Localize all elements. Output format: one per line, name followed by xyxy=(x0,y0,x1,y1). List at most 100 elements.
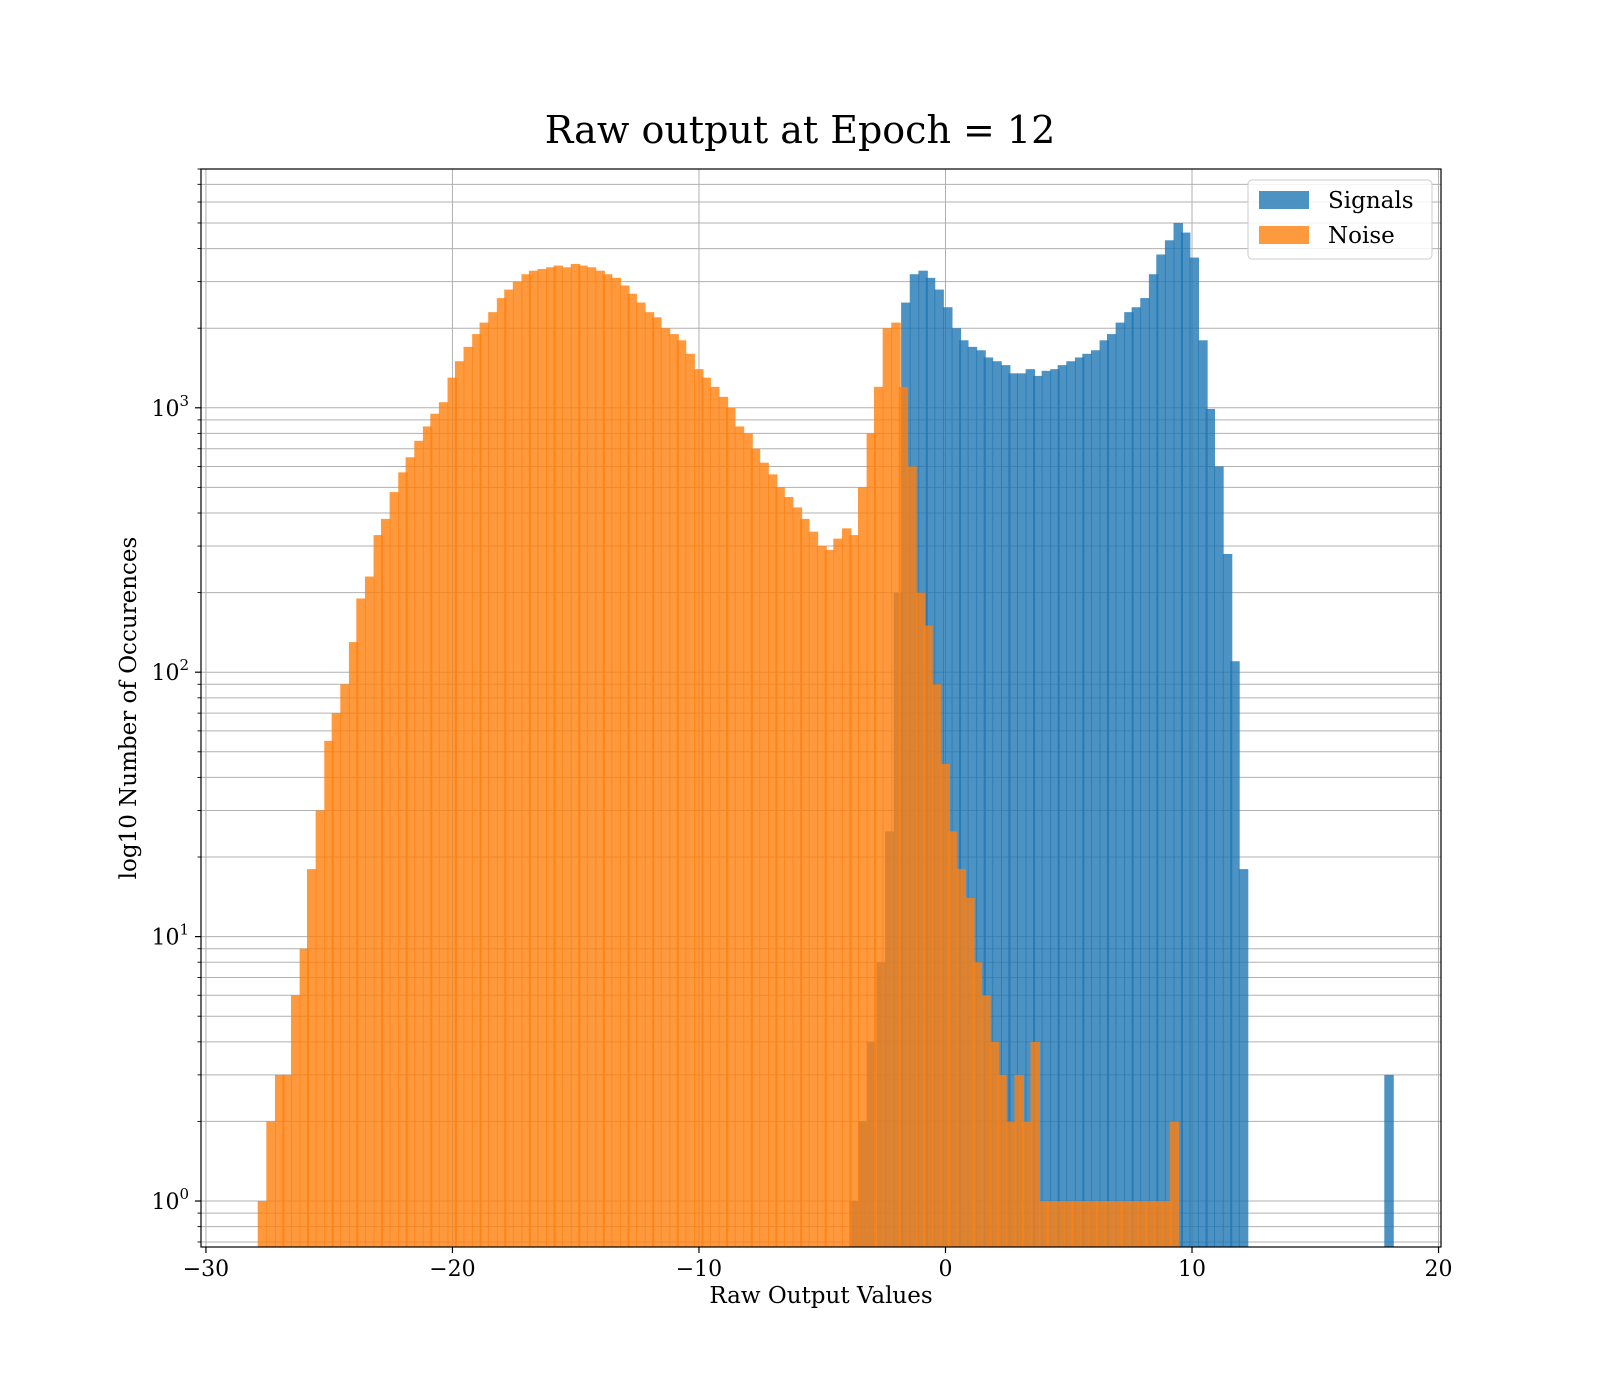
legend: Signals Noise xyxy=(1247,179,1433,260)
noise-bar xyxy=(1039,1201,1049,1247)
signals-bar xyxy=(1057,365,1068,1247)
signals-bar xyxy=(967,346,978,1248)
noise-bar xyxy=(1153,1201,1164,1247)
noise-bar xyxy=(915,592,926,1247)
signals-bar xyxy=(1180,232,1191,1248)
noise-bar xyxy=(528,270,539,1247)
signals-bar xyxy=(1148,274,1159,1248)
noise-bar xyxy=(997,1074,1007,1247)
noise-bar xyxy=(981,995,991,1247)
noise-bar xyxy=(496,298,507,1247)
signals-bar xyxy=(1214,466,1224,1247)
legend-label-noise: Noise xyxy=(1328,223,1395,249)
chart-title: Raw output at Epoch = 12 xyxy=(545,108,1056,152)
y-axis-label: log10 Number of Occurences xyxy=(116,537,142,880)
noise-bar xyxy=(398,472,408,1248)
noise-bar xyxy=(578,265,588,1248)
y-tick-label: 100 xyxy=(151,1185,189,1215)
noise-bar xyxy=(1055,1201,1065,1247)
noise-bar xyxy=(1104,1201,1114,1247)
noise-bar xyxy=(504,289,514,1247)
noise-bar xyxy=(257,1201,268,1247)
signals-bar xyxy=(1082,353,1092,1247)
noise-bar xyxy=(866,433,877,1247)
noise-bar xyxy=(931,684,942,1247)
noise-bar xyxy=(546,267,556,1247)
signals-bar xyxy=(1205,408,1216,1247)
noise-bar xyxy=(1129,1201,1139,1247)
noise-bar xyxy=(726,407,736,1247)
noise-bar xyxy=(274,1074,285,1247)
x-axis-ticks: −30 −20 −10 0 10 20 xyxy=(183,1247,1453,1282)
signals-bar xyxy=(1090,350,1101,1247)
signals-bar xyxy=(1000,365,1011,1247)
noise-bar xyxy=(586,267,597,1247)
noise-bars xyxy=(257,263,1180,1248)
signals-bar xyxy=(1173,222,1183,1248)
noise-bar xyxy=(472,334,482,1248)
noise-bar xyxy=(750,448,761,1247)
noise-bar xyxy=(1063,1201,1074,1247)
noise-bar xyxy=(463,346,474,1248)
noise-bar xyxy=(636,302,646,1247)
noise-bar xyxy=(849,535,859,1247)
noise-bar xyxy=(282,1074,292,1247)
noise-bar xyxy=(972,962,983,1247)
noise-bar xyxy=(340,684,350,1247)
noise-bar xyxy=(792,507,803,1247)
noise-bar xyxy=(891,322,901,1248)
noise-bar xyxy=(290,995,301,1247)
y-axis-ticks: 100 101 102 103 xyxy=(151,168,201,1243)
signals-bar xyxy=(1025,369,1036,1247)
noise-bar xyxy=(956,869,967,1247)
signals-bar xyxy=(1131,307,1142,1247)
noise-bar xyxy=(1014,1074,1024,1247)
noise-bar xyxy=(734,426,745,1247)
noise-bar xyxy=(430,413,440,1247)
noise-bar xyxy=(299,948,310,1247)
signals-bar xyxy=(983,357,994,1248)
noise-bar xyxy=(611,277,621,1247)
noise-bar xyxy=(685,353,695,1247)
noise-bar xyxy=(405,457,416,1247)
noise-bar xyxy=(660,328,671,1247)
legend-label-signals: Signals xyxy=(1328,188,1414,214)
noise-bar xyxy=(694,369,704,1247)
noise-bar xyxy=(562,267,572,1247)
signals-bar xyxy=(1124,312,1134,1247)
noise-bar xyxy=(652,317,662,1247)
signals-bar xyxy=(1384,1074,1394,1247)
noise-bar xyxy=(479,322,490,1248)
noise-bar xyxy=(389,492,400,1247)
noise-bar xyxy=(627,293,637,1248)
noise-bar xyxy=(800,518,810,1247)
noise-bar xyxy=(1169,1121,1180,1247)
signals-bar xyxy=(1140,298,1150,1247)
signals-bar xyxy=(1074,357,1085,1248)
legend-swatch-signals xyxy=(1259,191,1309,209)
noise-bar xyxy=(1145,1201,1155,1247)
signals-bar xyxy=(1189,257,1200,1247)
signals-bar xyxy=(992,361,1002,1248)
noise-bar xyxy=(833,538,843,1247)
noise-bar xyxy=(1137,1201,1148,1247)
signals-bar xyxy=(1033,375,1043,1247)
noise-bar xyxy=(775,487,785,1247)
noise-bar xyxy=(1005,1121,1016,1247)
noise-bar xyxy=(537,268,547,1248)
noise-bar xyxy=(808,531,819,1247)
noise-bar xyxy=(553,265,563,1248)
noise-bar xyxy=(676,340,687,1247)
noise-bar xyxy=(817,546,827,1247)
noise-bar xyxy=(414,440,424,1247)
noise-bar xyxy=(710,386,720,1248)
noise-bar xyxy=(570,263,581,1247)
x-tick-label: −20 xyxy=(429,1257,475,1282)
noise-bar xyxy=(373,535,384,1247)
x-tick-label: −30 xyxy=(183,1257,229,1282)
noise-bar xyxy=(438,402,449,1247)
signals-bar xyxy=(1156,254,1166,1248)
noise-bar xyxy=(947,831,958,1247)
noise-bar xyxy=(364,576,375,1247)
